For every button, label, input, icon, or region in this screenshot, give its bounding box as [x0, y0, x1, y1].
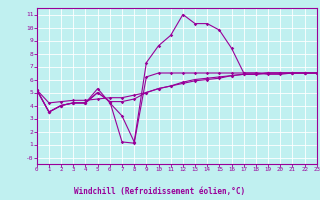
Text: Windchill (Refroidissement éolien,°C): Windchill (Refroidissement éolien,°C)	[75, 187, 245, 196]
